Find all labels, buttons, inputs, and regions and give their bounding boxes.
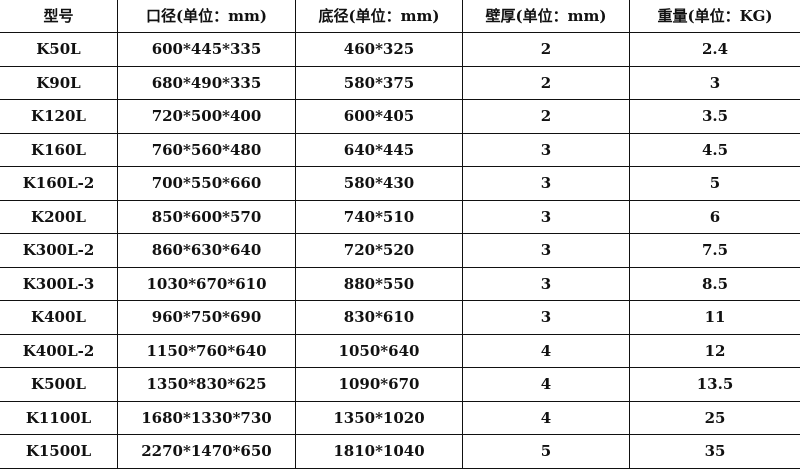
cell-bottom-diameter: 1810*1040 bbox=[295, 434, 463, 469]
header-row: 型号 口径(单位：mm) 底径(单位：mm) 壁厚(单位：mm) 重量(单位：KG) bbox=[0, 0, 800, 33]
header-opening-diameter: 口径(单位：mm) bbox=[117, 0, 296, 33]
cell-weight: 2.4 bbox=[629, 32, 800, 67]
header-wall-thickness: 壁厚(单位：mm) bbox=[462, 0, 630, 33]
table-row: K200L 850*600*570 740*510 3 6 bbox=[0, 199, 800, 234]
cell-bottom-diameter: 740*510 bbox=[295, 199, 463, 234]
table-row: K1500L 2270*1470*650 1810*1040 5 35 bbox=[0, 434, 800, 469]
cell-bottom-diameter: 720*520 bbox=[295, 233, 463, 268]
table-row: K400L-2 1150*760*640 1050*640 4 12 bbox=[0, 333, 800, 368]
cell-wall-thickness: 4 bbox=[462, 400, 630, 435]
cell-bottom-diameter: 1350*1020 bbox=[295, 400, 463, 435]
cell-model: K400L-2 bbox=[0, 333, 118, 368]
cell-weight: 11 bbox=[629, 300, 800, 335]
cell-opening-diameter: 700*550*660 bbox=[117, 166, 296, 201]
cell-bottom-diameter: 880*550 bbox=[295, 266, 463, 301]
cell-wall-thickness: 4 bbox=[462, 333, 630, 368]
cell-opening-diameter: 860*630*640 bbox=[117, 233, 296, 268]
header-bottom-diameter: 底径(单位：mm) bbox=[295, 0, 463, 33]
cell-bottom-diameter: 600*405 bbox=[295, 99, 463, 134]
cell-model: K200L bbox=[0, 199, 118, 234]
cell-opening-diameter: 850*600*570 bbox=[117, 199, 296, 234]
cell-opening-diameter: 720*500*400 bbox=[117, 99, 296, 134]
table-row: K300L-2 860*630*640 720*520 3 7.5 bbox=[0, 233, 800, 268]
cell-weight: 13.5 bbox=[629, 367, 800, 402]
cell-model: K400L bbox=[0, 300, 118, 335]
cell-opening-diameter: 680*490*335 bbox=[117, 65, 296, 100]
cell-weight: 3.5 bbox=[629, 99, 800, 134]
cell-model: K50L bbox=[0, 32, 118, 67]
table-row: K120L 720*500*400 600*405 2 3.5 bbox=[0, 99, 800, 134]
cell-weight: 25 bbox=[629, 400, 800, 435]
cell-wall-thickness: 5 bbox=[462, 434, 630, 469]
cell-wall-thickness: 3 bbox=[462, 233, 630, 268]
table-row: K300L-3 1030*670*610 880*550 3 8.5 bbox=[0, 266, 800, 301]
cell-model: K1500L bbox=[0, 434, 118, 469]
cell-model: K1100L bbox=[0, 400, 118, 435]
cell-model: K500L bbox=[0, 367, 118, 402]
cell-weight: 5 bbox=[629, 166, 800, 201]
table-row: K50L 600*445*335 460*325 2 2.4 bbox=[0, 32, 800, 67]
cell-bottom-diameter: 830*610 bbox=[295, 300, 463, 335]
cell-bottom-diameter: 1090*670 bbox=[295, 367, 463, 402]
cell-weight: 12 bbox=[629, 333, 800, 368]
cell-model: K300L-2 bbox=[0, 233, 118, 268]
cell-opening-diameter: 600*445*335 bbox=[117, 32, 296, 67]
cell-weight: 4.5 bbox=[629, 132, 800, 167]
cell-bottom-diameter: 580*430 bbox=[295, 166, 463, 201]
cell-opening-diameter: 2270*1470*650 bbox=[117, 434, 296, 469]
table-row: K500L 1350*830*625 1090*670 4 13.5 bbox=[0, 367, 800, 402]
cell-model: K160L-2 bbox=[0, 166, 118, 201]
cell-wall-thickness: 3 bbox=[462, 132, 630, 167]
cell-opening-diameter: 1030*670*610 bbox=[117, 266, 296, 301]
cell-wall-thickness: 2 bbox=[462, 99, 630, 134]
cell-model: K300L-3 bbox=[0, 266, 118, 301]
cell-model: K90L bbox=[0, 65, 118, 100]
cell-wall-thickness: 2 bbox=[462, 65, 630, 100]
cell-wall-thickness: 3 bbox=[462, 266, 630, 301]
table-row: K1100L 1680*1330*730 1350*1020 4 25 bbox=[0, 400, 800, 435]
cell-bottom-diameter: 1050*640 bbox=[295, 333, 463, 368]
cell-opening-diameter: 1680*1330*730 bbox=[117, 400, 296, 435]
cell-weight: 7.5 bbox=[629, 233, 800, 268]
header-weight: 重量(单位：KG) bbox=[629, 0, 800, 33]
cell-opening-diameter: 1150*760*640 bbox=[117, 333, 296, 368]
cell-weight: 3 bbox=[629, 65, 800, 100]
cell-weight: 35 bbox=[629, 434, 800, 469]
header-model: 型号 bbox=[0, 0, 118, 33]
cell-wall-thickness: 3 bbox=[462, 166, 630, 201]
cell-opening-diameter: 1350*830*625 bbox=[117, 367, 296, 402]
cell-opening-diameter: 760*560*480 bbox=[117, 132, 296, 167]
cell-wall-thickness: 2 bbox=[462, 32, 630, 67]
cell-bottom-diameter: 640*445 bbox=[295, 132, 463, 167]
cell-wall-thickness: 3 bbox=[462, 300, 630, 335]
cell-bottom-diameter: 460*325 bbox=[295, 32, 463, 67]
table-row: K90L 680*490*335 580*375 2 3 bbox=[0, 65, 800, 100]
cell-bottom-diameter: 580*375 bbox=[295, 65, 463, 100]
cell-weight: 6 bbox=[629, 199, 800, 234]
cell-model: K120L bbox=[0, 99, 118, 134]
cell-wall-thickness: 4 bbox=[462, 367, 630, 402]
cell-weight: 8.5 bbox=[629, 266, 800, 301]
cell-wall-thickness: 3 bbox=[462, 199, 630, 234]
cell-opening-diameter: 960*750*690 bbox=[117, 300, 296, 335]
table-row: K160L-2 700*550*660 580*430 3 5 bbox=[0, 166, 800, 201]
cell-model: K160L bbox=[0, 132, 118, 167]
table-row: K400L 960*750*690 830*610 3 11 bbox=[0, 300, 800, 335]
table-row: K160L 760*560*480 640*445 3 4.5 bbox=[0, 132, 800, 167]
